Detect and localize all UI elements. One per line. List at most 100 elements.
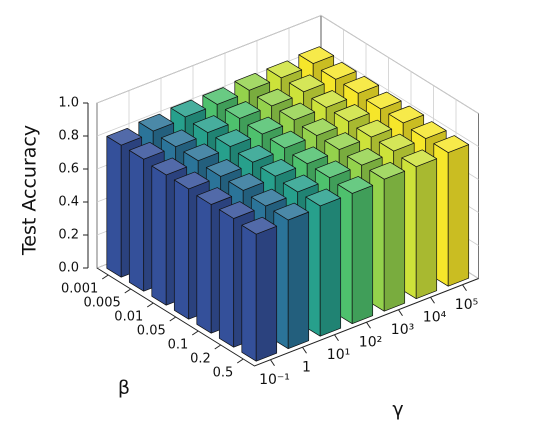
bar-face-top — [324, 132, 361, 150]
bar-face-side — [415, 158, 438, 300]
bar-face-top — [218, 201, 255, 219]
bar-face-top — [170, 99, 207, 118]
bar-face-top — [311, 90, 348, 108]
bar-face-front — [151, 165, 167, 306]
y-tick-label: 10⁴ — [423, 309, 447, 325]
x-tick — [191, 330, 199, 336]
bar-face-top — [337, 176, 374, 194]
z-tick-label: 1.0 — [58, 96, 79, 111]
bar-face-top — [266, 60, 303, 79]
bar-face-top — [237, 144, 274, 163]
bar-face-top — [298, 46, 335, 64]
bar-face-top — [343, 75, 380, 94]
x-tick — [146, 302, 154, 308]
bar-face-top — [369, 161, 406, 180]
grid-line — [96, 15, 479, 114]
x-tick — [236, 358, 244, 364]
y-tick — [302, 346, 307, 354]
x-tick-label: 0.5 — [213, 366, 234, 381]
bar-face-front — [106, 135, 122, 278]
bar — [401, 149, 438, 300]
bar-face-top — [346, 147, 383, 166]
bar-face-top — [401, 149, 438, 168]
z-tick-label: 0.2 — [58, 228, 79, 243]
floor-edge — [96, 267, 479, 367]
bar-face-side — [319, 197, 342, 337]
bar-face-top — [301, 118, 338, 136]
y-tick — [398, 309, 403, 317]
bar — [369, 161, 406, 312]
bar — [305, 188, 342, 337]
bar-face-top — [333, 104, 370, 122]
bar-face-top — [173, 171, 210, 190]
bar-face-front — [173, 179, 190, 320]
bar-face-top — [256, 88, 293, 107]
x-tick-label: 0.01 — [114, 310, 143, 325]
y-tick — [366, 321, 371, 329]
y-tick-label: 10⁻¹ — [259, 372, 290, 388]
bar-face-top — [151, 157, 188, 176]
bar — [241, 216, 278, 362]
y-tick — [334, 334, 339, 342]
bar-face-top — [241, 216, 278, 235]
bar-face-top — [196, 187, 233, 205]
x-tick — [214, 344, 222, 350]
bar-face-front — [196, 195, 212, 334]
x-tick — [124, 288, 132, 294]
bar-face-top — [288, 74, 325, 93]
bar-face-top — [160, 129, 197, 148]
y-tick — [270, 359, 275, 367]
bar-face-top — [356, 119, 393, 138]
bar-face-front — [128, 149, 145, 292]
z-tick-label: 0.8 — [58, 129, 79, 144]
x-tick — [101, 274, 109, 280]
y-tick-label: 10¹ — [327, 347, 350, 363]
y-tick — [462, 284, 467, 292]
bar-face-top — [314, 160, 351, 179]
x-tick-label: 0.005 — [84, 296, 121, 311]
bar-face-top — [215, 129, 252, 147]
bar-face-top — [224, 101, 261, 119]
bar-face-top — [128, 141, 165, 160]
bar-face-top — [247, 116, 284, 135]
x-tick-label: 0.05 — [137, 324, 166, 339]
bar-face-top — [273, 202, 310, 221]
bar-face-side — [383, 170, 406, 312]
x-axis-title: β — [118, 377, 130, 399]
bar-face-top — [269, 130, 306, 149]
y-tick — [430, 296, 435, 304]
bar-face-top — [250, 188, 287, 207]
bar — [433, 135, 470, 287]
x-tick — [169, 316, 177, 322]
bar — [337, 176, 374, 325]
y-tick-label: 10² — [359, 334, 382, 350]
bar-face-top — [260, 158, 297, 177]
bar-face-top — [228, 173, 265, 191]
bar-face-top — [320, 61, 357, 80]
bar-face-top — [388, 105, 425, 124]
z-tick-label: 0.4 — [58, 195, 79, 210]
z-tick-label: 0.0 — [58, 261, 79, 276]
bar-face-top — [183, 143, 220, 162]
bar-face-front — [218, 209, 235, 348]
bar-face-top — [192, 115, 229, 133]
bar-face-side — [447, 144, 470, 287]
bar-face-top — [106, 127, 143, 146]
bar-face-side — [255, 225, 278, 362]
y-tick-label: 10⁵ — [455, 297, 478, 313]
bar-face-top — [378, 133, 415, 152]
y-tick-label: 10³ — [391, 322, 414, 338]
z-axis-title: Test Accuracy — [19, 125, 41, 256]
bar-face-top — [202, 87, 239, 105]
bar-face-top — [138, 113, 175, 132]
x-tick-label: 0.1 — [168, 338, 189, 353]
bar-face-top — [305, 188, 342, 207]
bar-face-top — [282, 174, 319, 193]
bar-face-top — [292, 146, 329, 165]
bar-face-top — [279, 102, 316, 121]
y-tick-label: 1 — [302, 359, 311, 375]
bar-face-top — [433, 135, 470, 153]
bar-face-side — [351, 185, 374, 325]
bar-face-top — [365, 91, 402, 110]
